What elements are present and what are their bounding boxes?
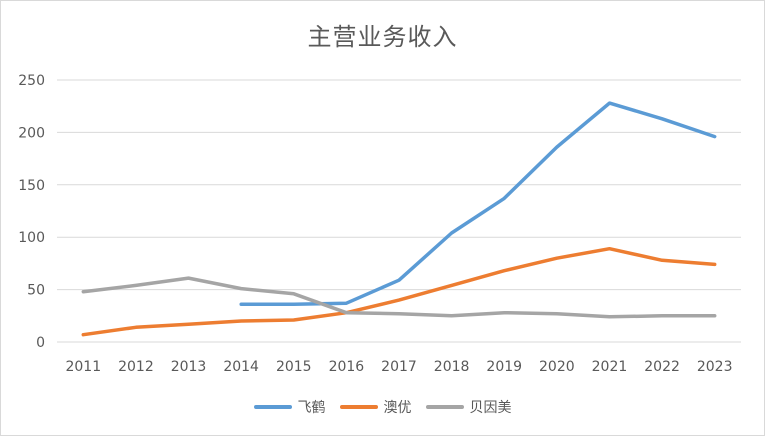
y-tick-label: 250 xyxy=(18,73,45,89)
x-tick-label: 2019 xyxy=(486,359,522,375)
y-tick-label: 50 xyxy=(27,283,45,299)
x-tick-label: 2017 xyxy=(381,359,417,375)
legend-label: 澳优 xyxy=(383,400,412,416)
x-tick-label: 2014 xyxy=(223,359,259,375)
legend-item: 贝因美 xyxy=(425,397,512,417)
x-tick-label: 2021 xyxy=(592,359,628,375)
y-tick-label: 0 xyxy=(36,335,45,351)
series-line-1 xyxy=(81,246,717,337)
x-tick-label: 2016 xyxy=(329,359,365,375)
y-tick-label: 200 xyxy=(18,125,45,141)
y-tick-label: 100 xyxy=(18,230,45,246)
legend: 飞鹤 澳优 贝因美 xyxy=(1,397,764,417)
legend-label: 飞鹤 xyxy=(297,400,326,416)
x-tick-label: 2011 xyxy=(65,359,101,375)
series-line-0 xyxy=(239,101,717,307)
x-tick-label: 2018 xyxy=(434,359,470,375)
legend-item: 澳优 xyxy=(339,397,412,417)
x-axis-ticks: 2011 2012 2013 2014 2015 2016 2017 2018 2019 2020… xyxy=(65,359,732,375)
x-tick-label: 2023 xyxy=(697,359,733,375)
x-tick-label: 2012 xyxy=(118,359,154,375)
x-tick-label: 2013 xyxy=(171,359,207,375)
y-axis-ticks: 0 50 100 150 200 250 xyxy=(18,73,45,351)
x-tick-label: 2020 xyxy=(539,359,575,375)
series-lines xyxy=(81,101,717,337)
legend-swatch xyxy=(339,405,378,409)
y-tick-label: 150 xyxy=(18,178,45,194)
chart-title: 主营业务收入 xyxy=(307,23,458,51)
x-tick-label: 2015 xyxy=(276,359,312,375)
x-tick-label: 2022 xyxy=(644,359,680,375)
legend-swatch xyxy=(253,405,292,409)
legend-item: 飞鹤 xyxy=(253,397,326,417)
gridlines xyxy=(57,79,741,343)
legend-label: 贝因美 xyxy=(469,400,512,416)
legend-swatch xyxy=(425,405,464,409)
series-line-2 xyxy=(81,276,717,319)
